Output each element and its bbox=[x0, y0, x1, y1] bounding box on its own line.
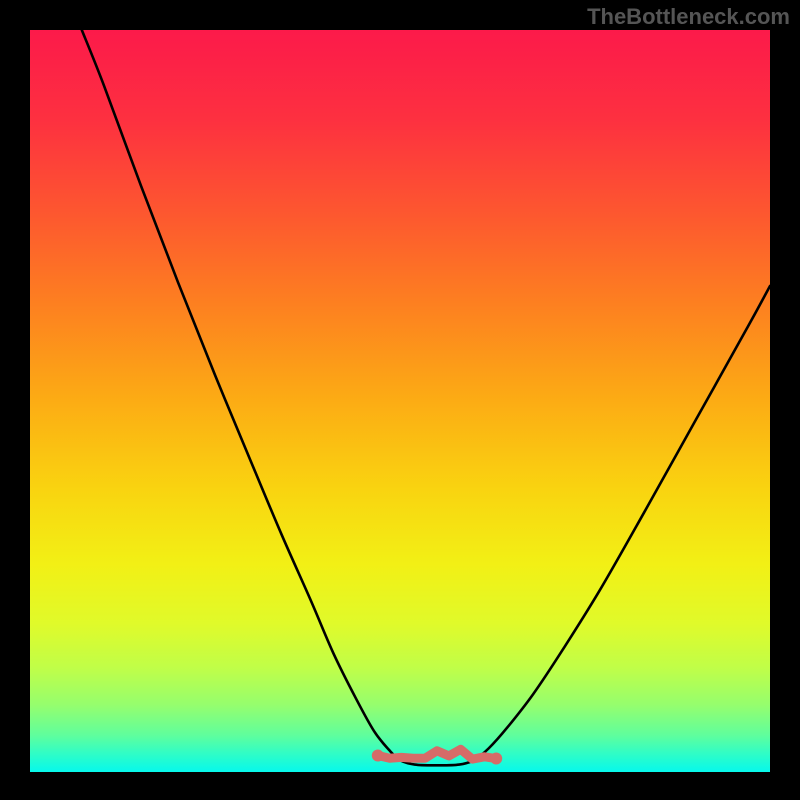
frame-border-right bbox=[770, 0, 800, 800]
frame-border-bottom bbox=[0, 772, 800, 800]
attribution-label: TheBottleneck.com bbox=[587, 4, 790, 30]
plot-svg bbox=[0, 0, 800, 800]
chart-container: TheBottleneck.com bbox=[0, 0, 800, 800]
frame-border-left bbox=[0, 0, 30, 800]
plot-background bbox=[30, 30, 770, 772]
